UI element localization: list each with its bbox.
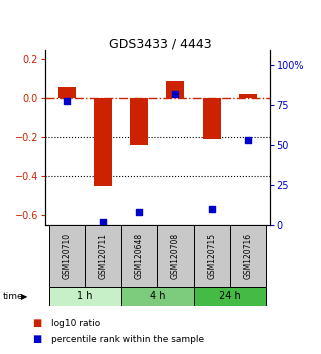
Bar: [194, 287, 266, 306]
Text: GSM120710: GSM120710: [62, 233, 71, 279]
Text: ▶: ▶: [21, 292, 27, 301]
Point: [173, 91, 178, 97]
Text: ■: ■: [32, 334, 41, 344]
Bar: [230, 225, 266, 287]
Bar: [121, 225, 157, 287]
Bar: [48, 287, 121, 306]
Bar: [239, 94, 257, 98]
Point: [209, 206, 214, 212]
Text: GSM120648: GSM120648: [135, 233, 144, 279]
Text: 24 h: 24 h: [219, 291, 241, 302]
Point: [100, 219, 106, 224]
Text: GSM120716: GSM120716: [243, 233, 252, 279]
Bar: [157, 225, 194, 287]
Text: percentile rank within the sample: percentile rank within the sample: [51, 335, 204, 344]
Text: time: time: [3, 292, 24, 301]
Text: 4 h: 4 h: [150, 291, 165, 302]
Point: [64, 98, 69, 103]
Text: log10 ratio: log10 ratio: [51, 319, 100, 328]
Text: GDS3433 / 4443: GDS3433 / 4443: [109, 38, 212, 51]
Bar: [194, 225, 230, 287]
Point: [137, 209, 142, 215]
Bar: [130, 98, 148, 145]
Bar: [203, 98, 221, 139]
Text: GSM120708: GSM120708: [171, 233, 180, 279]
Bar: [48, 225, 85, 287]
Text: GSM120711: GSM120711: [99, 233, 108, 279]
Bar: [94, 98, 112, 186]
Text: GSM120715: GSM120715: [207, 233, 216, 279]
Bar: [85, 225, 121, 287]
Text: ■: ■: [32, 318, 41, 328]
Bar: [58, 86, 76, 98]
Point: [245, 137, 250, 143]
Bar: [121, 287, 194, 306]
Text: 1 h: 1 h: [77, 291, 92, 302]
Bar: [166, 81, 185, 98]
